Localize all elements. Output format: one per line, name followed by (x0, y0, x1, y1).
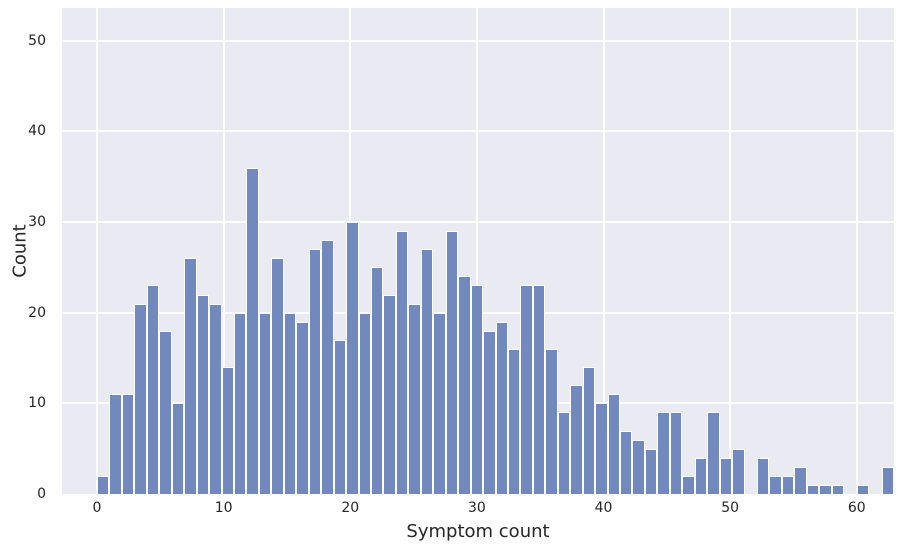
histogram-bar (495, 321, 508, 494)
x-axis-title: Symptom count (406, 521, 550, 542)
histogram-bar (657, 412, 670, 494)
histogram-bar (121, 394, 135, 494)
histogram-bar (146, 285, 160, 494)
histogram-bar (433, 312, 446, 494)
histogram-bar (545, 348, 558, 494)
histogram-bar (806, 484, 820, 494)
gridline-vertical (855, 8, 858, 494)
y-tick-label: 20 (28, 304, 46, 321)
histogram-bar (570, 385, 583, 494)
y-tick-label: 40 (28, 123, 46, 140)
histogram-bar (445, 231, 459, 494)
histogram-bar (719, 457, 733, 494)
histogram-bar (333, 339, 347, 494)
histogram-bar (881, 466, 894, 494)
histogram-bar (507, 348, 521, 494)
histogram-bar (458, 276, 471, 494)
histogram-bar (557, 412, 571, 494)
histogram-bar (258, 312, 272, 494)
gridline-vertical (475, 8, 478, 494)
histogram-bar (831, 484, 845, 494)
histogram-bar (358, 312, 371, 494)
histogram-bar (856, 484, 870, 494)
histogram-bar (184, 258, 197, 494)
gridline-vertical (222, 8, 225, 494)
y-tick-label: 10 (28, 395, 46, 412)
histogram-bar (308, 249, 322, 494)
histogram-bar (707, 412, 720, 494)
histogram-bar (757, 457, 770, 494)
gridline-horizontal (62, 221, 894, 224)
gridline-vertical (96, 8, 98, 494)
histogram-bar (171, 403, 185, 494)
x-tick-label: 30 (467, 500, 486, 516)
histogram-bar (395, 231, 409, 494)
histogram-bar (620, 430, 633, 494)
histogram-bar (595, 403, 608, 494)
plot-area (62, 8, 894, 494)
histogram-bar (370, 267, 384, 494)
histogram-bar (632, 439, 645, 494)
x-tick-label: 60 (847, 500, 866, 516)
histogram-bar (209, 303, 222, 494)
histogram-bar (769, 475, 782, 494)
histogram-bar (794, 466, 807, 494)
y-tick-label: 50 (28, 32, 46, 49)
histogram-bar (134, 303, 147, 494)
histogram-bar (196, 294, 210, 494)
histogram-bar (420, 249, 434, 494)
histogram-bar (470, 285, 484, 494)
histogram-bar (233, 312, 247, 494)
histogram-bar (694, 457, 708, 494)
histogram-bar (383, 294, 396, 494)
histogram-bar (283, 312, 297, 494)
histogram-bar (669, 412, 683, 494)
histogram-bar (109, 394, 122, 494)
x-tick-label: 10 (214, 500, 233, 516)
histogram-bar (296, 321, 309, 494)
gridline-horizontal (62, 39, 894, 42)
gridline-vertical (729, 8, 732, 494)
gridline-horizontal (62, 130, 894, 133)
histogram-bar (346, 222, 359, 494)
histogram-bar (819, 484, 832, 494)
histogram-bar (97, 475, 110, 494)
y-tick-label: 30 (28, 214, 46, 231)
histogram-bar (221, 367, 234, 494)
gridline-vertical (602, 8, 605, 494)
x-tick-label: 50 (721, 500, 740, 516)
histogram-bar (483, 330, 496, 494)
x-tick-label: 0 (92, 500, 102, 516)
histogram-bar (321, 240, 334, 494)
histogram-bar (607, 394, 621, 494)
histogram-bar (159, 330, 172, 494)
x-tick-label: 40 (594, 500, 613, 516)
histogram-bar (246, 167, 259, 494)
x-tick-label: 20 (341, 500, 360, 516)
histogram-bar (781, 475, 795, 494)
histogram-bar (582, 367, 596, 494)
histogram-bar (532, 285, 546, 494)
histogram-bar (732, 448, 745, 494)
histogram-bar (408, 303, 421, 494)
histogram-bar (271, 258, 284, 494)
histogram-bar (520, 285, 533, 494)
histogram-bar (644, 448, 658, 494)
y-axis-title: Count (9, 224, 31, 278)
y-tick-label: 0 (37, 486, 46, 502)
histogram-bar (682, 475, 695, 494)
